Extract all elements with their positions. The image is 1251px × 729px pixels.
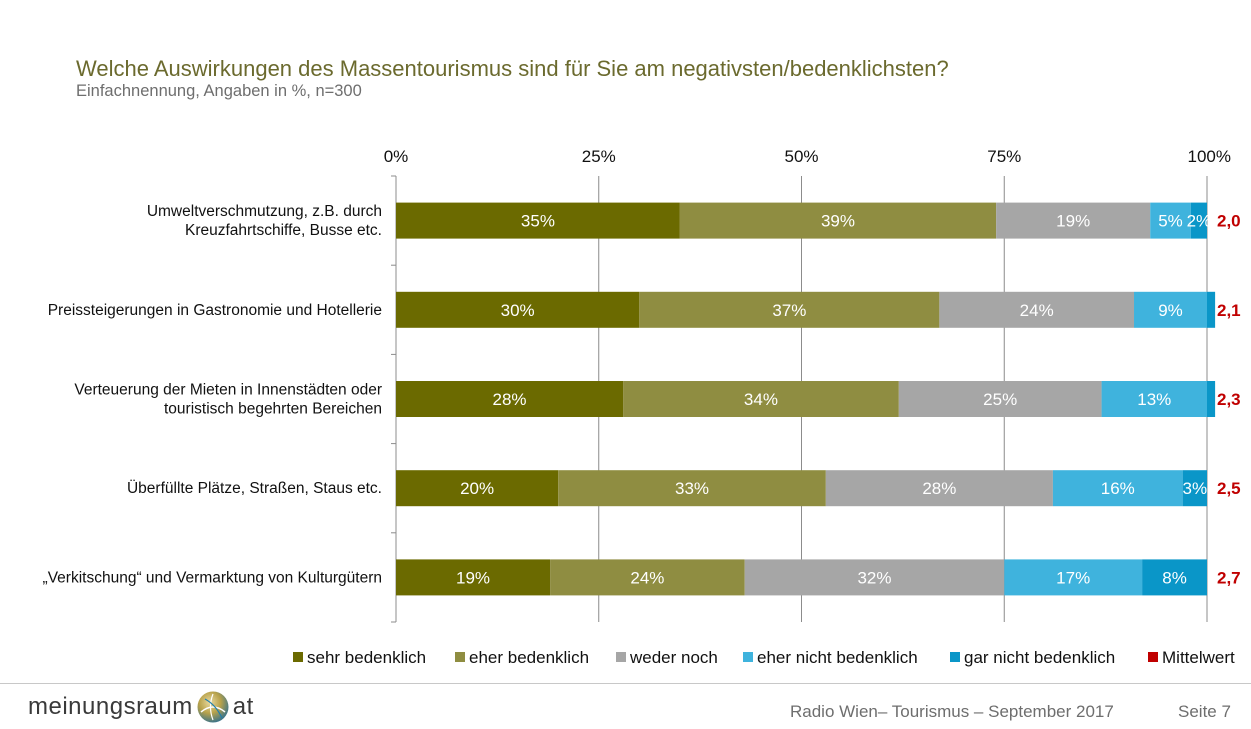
data-label: 30%	[501, 301, 535, 320]
data-label: 16%	[1101, 479, 1135, 498]
bar-segment	[825, 470, 1053, 507]
data-label: 24%	[630, 568, 664, 587]
legend-label: sehr bedenklich	[307, 648, 426, 667]
data-label: 24%	[1020, 301, 1054, 320]
bar-segment	[639, 291, 940, 328]
x-tick-label: 25%	[582, 147, 616, 166]
legend-swatch	[616, 652, 626, 662]
bar-segment	[1134, 291, 1207, 328]
bar-segment	[396, 470, 559, 507]
bar-segment	[898, 381, 1102, 417]
category-label: Kreuzfahrtschiffe, Busse etc.	[185, 222, 382, 239]
category-label: „Verkitschung“ und Vermarktung von Kultu…	[43, 569, 382, 586]
data-label: 37%	[772, 301, 806, 320]
legend-label: weder noch	[629, 648, 718, 667]
bar-segment	[550, 559, 745, 596]
data-label: 19%	[1056, 212, 1090, 231]
bar-segment	[1207, 291, 1216, 328]
x-tick-label: 100%	[1188, 147, 1231, 166]
x-tick-label: 0%	[384, 147, 409, 166]
bar-segment	[1142, 559, 1207, 596]
bar-segment	[1182, 470, 1207, 507]
legend-label: eher bedenklich	[469, 648, 589, 667]
bar-segment	[1052, 470, 1183, 507]
globe-icon	[197, 691, 229, 723]
bar-segment	[396, 381, 624, 417]
bar-segment	[744, 559, 1005, 596]
logo-text-right: at	[232, 693, 254, 720]
bar-segment	[1150, 202, 1191, 239]
data-label: 28%	[493, 390, 527, 409]
data-label: 32%	[857, 568, 891, 587]
category-label: touristisch begehrten Bereichen	[164, 401, 382, 418]
stacked-bar-chart: 0% 25% 50% 75% 100% Umweltverschmutzung, z.B.…	[43, 147, 1241, 667]
data-label: 3%	[1183, 479, 1208, 498]
page-number: Seite 7	[1178, 702, 1231, 721]
data-label: 34%	[744, 390, 778, 409]
category-label: Überfüllte Plätze, Straßen, Staus etc.	[127, 479, 382, 497]
legend-swatch	[293, 652, 303, 662]
data-label: 25%	[983, 390, 1017, 409]
x-tick-label: 75%	[987, 147, 1021, 166]
data-label: 39%	[821, 212, 855, 231]
legend-swatch	[950, 652, 960, 662]
data-label: 8%	[1162, 568, 1187, 587]
category-label: Umweltverschmutzung, z.B. durch	[147, 203, 382, 220]
data-label: 19%	[456, 568, 490, 587]
footer-divider	[0, 683, 1251, 684]
data-label: 20%	[460, 479, 494, 498]
bar-segment	[679, 202, 997, 239]
chart-title: Welche Auswirkungen des Massentourismus …	[76, 56, 949, 81]
data-label: 35%	[521, 212, 555, 231]
x-tick-label: 50%	[784, 147, 818, 166]
data-label: 28%	[922, 479, 956, 498]
bar-segment	[396, 291, 640, 328]
data-label: 13%	[1137, 390, 1171, 409]
data-label: 5%	[1158, 212, 1183, 231]
data-label: 2%	[1187, 212, 1212, 231]
mean-value-label: 2,5	[1217, 479, 1241, 498]
legend-swatch	[455, 652, 465, 662]
legend-swatch	[743, 652, 753, 662]
bar-segment	[1207, 381, 1216, 417]
bar-segment	[1004, 559, 1143, 596]
bar-segment	[396, 202, 680, 239]
mean-value-label: 2,3	[1217, 390, 1241, 409]
bar-segment	[623, 381, 899, 417]
logo: meinungsraum at	[28, 686, 254, 728]
bar-segment	[939, 291, 1135, 328]
category-label: Preissteigerungen in Gastronomie und Hot…	[48, 302, 382, 319]
legend-label: Mittelwert	[1162, 648, 1235, 667]
bar-segment	[1101, 381, 1207, 417]
chart-subtitle: Einfachnennung, Angaben in %, n=300	[76, 82, 362, 100]
bar-segment	[996, 202, 1151, 239]
legend-label: eher nicht bedenklich	[757, 648, 918, 667]
legend-label: gar nicht bedenklich	[964, 648, 1115, 667]
data-label: 9%	[1158, 301, 1183, 320]
bar-segment	[1190, 202, 1207, 239]
bar-segment	[396, 559, 551, 596]
logo-text-left: meinungsraum	[28, 693, 193, 720]
mean-value-label: 2,7	[1217, 568, 1241, 587]
data-label: 33%	[675, 479, 709, 498]
mean-value-label: 2,1	[1217, 301, 1241, 320]
category-label: Verteuerung der Mieten in Innenstädten o…	[74, 382, 382, 399]
mean-value-label: 2,0	[1217, 212, 1241, 231]
bar-segment	[558, 470, 826, 507]
legend-swatch	[1148, 652, 1158, 662]
footer-source: Radio Wien– Tourismus – September 2017	[790, 702, 1114, 721]
data-label: 17%	[1056, 568, 1090, 587]
